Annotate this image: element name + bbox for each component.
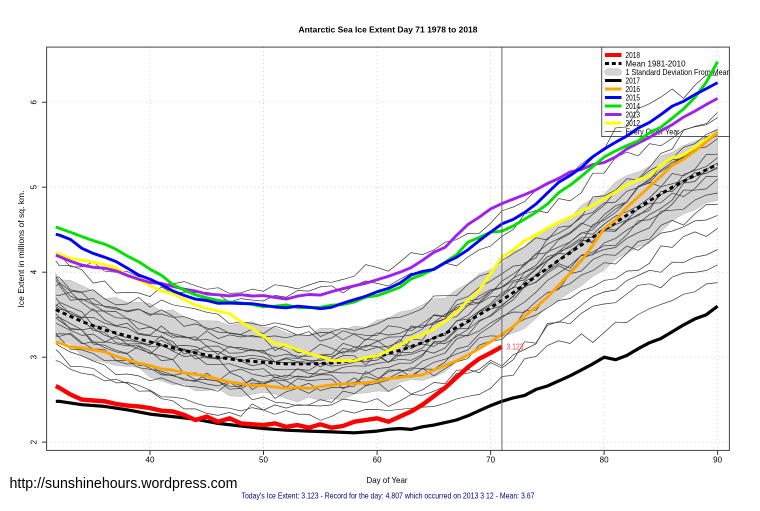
svg-text:2016: 2016: [626, 85, 641, 94]
svg-text:2017: 2017: [626, 77, 641, 86]
svg-text:6: 6: [30, 100, 39, 105]
svg-text:2018: 2018: [626, 51, 641, 60]
svg-text:80: 80: [600, 456, 609, 465]
svg-text:Mean 1981-2010: Mean 1981-2010: [626, 60, 686, 69]
svg-text:2015: 2015: [626, 94, 641, 103]
svg-text:40: 40: [146, 456, 155, 465]
svg-text:50: 50: [259, 456, 268, 465]
svg-text:60: 60: [373, 456, 382, 465]
svg-text:70: 70: [486, 456, 495, 465]
svg-text:5: 5: [30, 184, 39, 189]
svg-text:Day of Year: Day of Year: [367, 476, 408, 485]
svg-text:Ice Extent in millions of sq.: Ice Extent in millions of sq. km.: [17, 191, 26, 308]
svg-text:http://sunshinehours.wordpress: http://sunshinehours.wordpress.com: [10, 476, 238, 492]
svg-text:3: 3: [30, 354, 39, 359]
svg-text:Today's Ice Extent: 3.123 - R: Today's Ice Extent: 3.123 - Record for t…: [242, 492, 535, 501]
svg-text:2014: 2014: [626, 102, 641, 111]
svg-text:4: 4: [30, 269, 39, 274]
svg-text:90: 90: [713, 456, 722, 465]
svg-text:2: 2: [30, 439, 39, 444]
svg-text:3.123: 3.123: [507, 342, 524, 352]
svg-text:2013: 2013: [626, 111, 641, 120]
svg-text:1 Standard Deviation From Mean: 1 Standard Deviation From Mean: [626, 68, 731, 77]
svg-text:Antarctic Sea Ice Extent Day 7: Antarctic Sea Ice Extent Day 71 1978 to …: [299, 25, 478, 35]
svg-text:2012: 2012: [626, 119, 641, 128]
